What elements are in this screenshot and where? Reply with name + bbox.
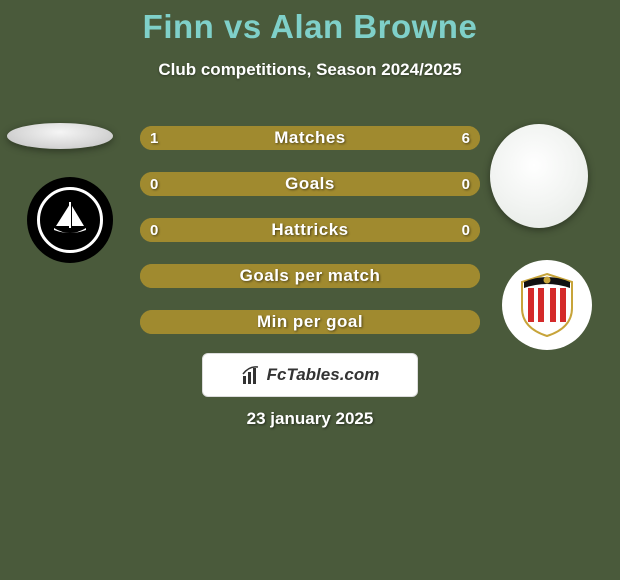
page-title: Finn vs Alan Browne (0, 0, 620, 46)
watermark-text: FcTables.com (267, 365, 380, 385)
stat-row: Goals0 0 (140, 172, 480, 196)
stat-bars: Matches16Goals00Hattricks00Goals per mat… (140, 126, 480, 356)
player-right-avatar (490, 124, 588, 228)
barchart-icon (241, 364, 263, 386)
bar-right-value: 6 (462, 126, 470, 150)
badge-ring (37, 187, 103, 253)
plymouth-argyle-badge (27, 177, 113, 263)
bar-label: Goals per match (140, 264, 480, 288)
subtitle: Club competitions, Season 2024/2025 (0, 60, 620, 80)
stat-row: Matches1 6 (140, 126, 480, 150)
stat-row: Hattricks0 0 (140, 218, 480, 242)
bar-label: Min per goal (140, 310, 480, 334)
sunderland-crest-icon (512, 270, 582, 340)
bar-left-value: 1 (150, 126, 158, 150)
watermark: FcTables.com (202, 353, 418, 397)
bar-left-value: 0 (150, 218, 158, 242)
date-text: 23 january 2025 (0, 409, 620, 429)
bar-right-value: 0 (462, 172, 470, 196)
stat-row: Min per goal (140, 310, 480, 334)
bar-label: Goals (140, 172, 480, 196)
bar-label: Matches (140, 126, 480, 150)
bar-left-value: 0 (150, 172, 158, 196)
sunderland-badge (502, 260, 592, 350)
bar-right-value: 0 (462, 218, 470, 242)
comparison-card: Finn vs Alan Browne Club competitions, S… (0, 0, 620, 580)
sailboat-icon (48, 198, 92, 242)
player-left-avatar (7, 123, 113, 149)
bar-label: Hattricks (140, 218, 480, 242)
stat-row: Goals per match (140, 264, 480, 288)
